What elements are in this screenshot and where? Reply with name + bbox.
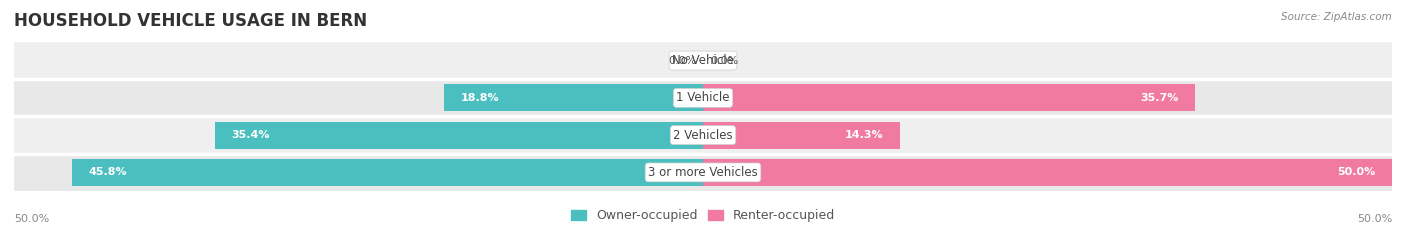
Text: 0.0%: 0.0% bbox=[710, 56, 738, 65]
Text: 14.3%: 14.3% bbox=[845, 130, 883, 140]
Text: 0.0%: 0.0% bbox=[668, 56, 696, 65]
Text: 35.4%: 35.4% bbox=[232, 130, 270, 140]
Bar bbox=[72, 159, 703, 186]
Text: 18.8%: 18.8% bbox=[461, 93, 499, 103]
Text: HOUSEHOLD VEHICLE USAGE IN BERN: HOUSEHOLD VEHICLE USAGE IN BERN bbox=[14, 12, 367, 30]
Text: 1 Vehicle: 1 Vehicle bbox=[676, 91, 730, 104]
Bar bbox=[14, 42, 1392, 79]
Text: 50.0%: 50.0% bbox=[1357, 214, 1392, 224]
Text: 3 or more Vehicles: 3 or more Vehicles bbox=[648, 166, 758, 179]
Text: No Vehicle: No Vehicle bbox=[672, 54, 734, 67]
Text: 35.7%: 35.7% bbox=[1140, 93, 1178, 103]
Bar bbox=[14, 154, 1392, 191]
Text: Source: ZipAtlas.com: Source: ZipAtlas.com bbox=[1281, 12, 1392, 22]
Legend: Owner-occupied, Renter-occupied: Owner-occupied, Renter-occupied bbox=[571, 209, 835, 222]
Text: 50.0%: 50.0% bbox=[1337, 168, 1375, 177]
Bar bbox=[215, 122, 703, 149]
Bar bbox=[703, 122, 900, 149]
Bar bbox=[703, 159, 1392, 186]
Bar bbox=[444, 84, 703, 111]
Bar bbox=[14, 79, 1392, 116]
Text: 45.8%: 45.8% bbox=[89, 168, 127, 177]
Text: 50.0%: 50.0% bbox=[14, 214, 49, 224]
Bar bbox=[703, 84, 1195, 111]
Bar bbox=[14, 116, 1392, 154]
Text: 2 Vehicles: 2 Vehicles bbox=[673, 129, 733, 142]
